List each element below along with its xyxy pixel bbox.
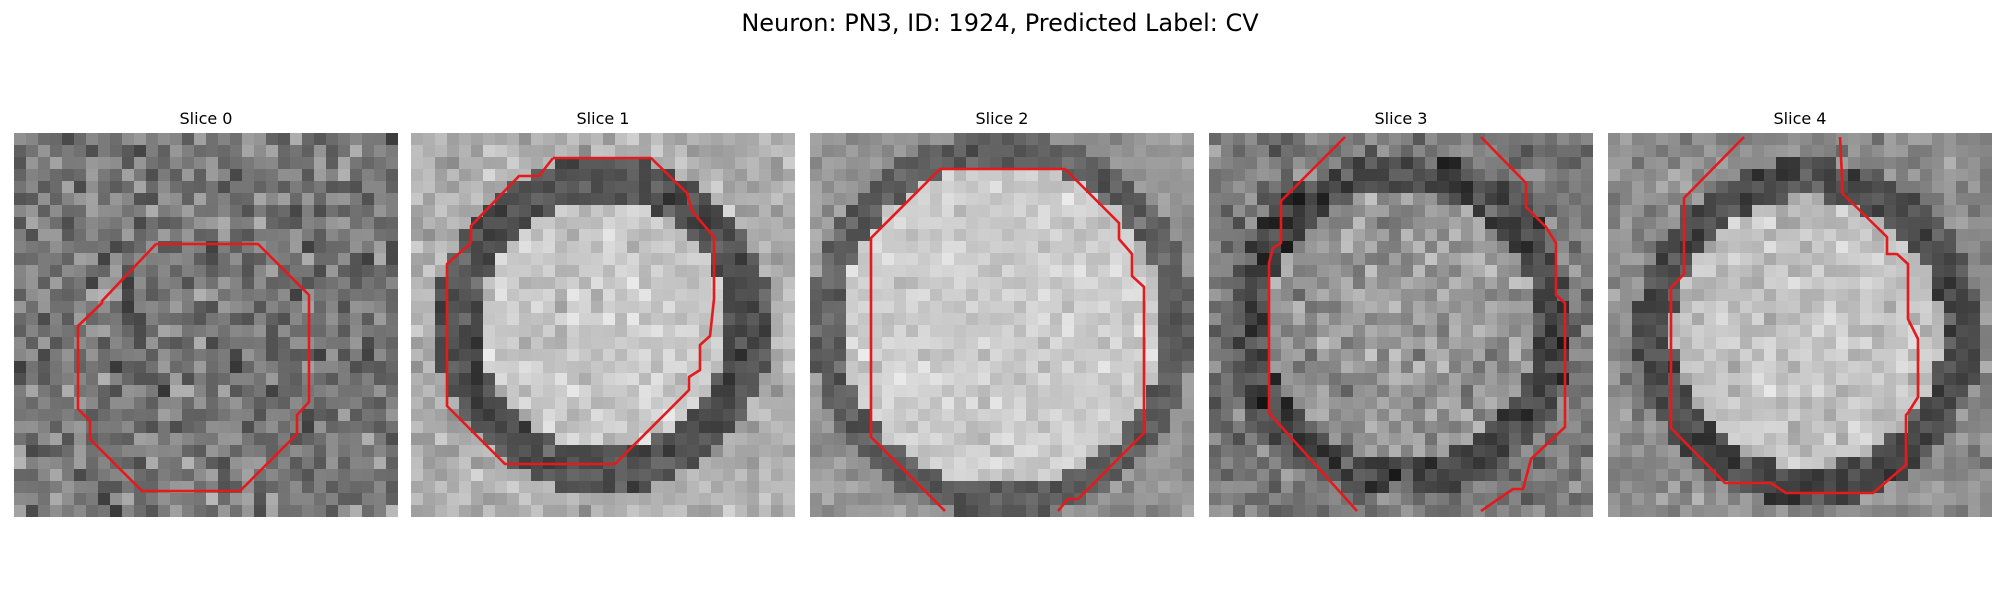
slice-panel-3: Slice 3 [1209,108,1593,524]
slice-panel-4: Slice 4 [1608,108,1992,524]
slice-image-0 [14,133,398,517]
segmentation-outline [445,156,716,466]
slice-image-2 [810,133,1194,517]
slice-panel-1: Slice 1 [411,108,795,524]
segmentation-outline [1669,136,1920,495]
micrograph-pixels [411,133,795,517]
slice-panel-0: Slice 0 [14,108,398,524]
figure-title: Neuron: PN3, ID: 1924, Predicted Label: … [741,9,1259,37]
slice-image-4 [1608,133,1992,517]
segmentation-outline [76,242,311,493]
slice-image-1 [411,133,795,517]
slice-title: Slice 0 [179,109,233,128]
slice-panel-2: Slice 2 [810,108,1194,524]
slice-title: Slice 1 [576,109,630,128]
slice-image-3 [1209,133,1593,517]
micrograph-pixels [810,133,1194,517]
micrograph-pixels [1608,133,1992,517]
slice-title: Slice 2 [975,109,1029,128]
segmentation-outline [1267,136,1358,512]
micrograph-pixels [14,133,398,517]
micrograph-pixels [1209,133,1593,517]
segmentation-outline [1480,136,1567,513]
segmentation-outline [869,167,1146,512]
slice-title: Slice 3 [1374,109,1428,128]
slice-title: Slice 4 [1773,109,1827,128]
